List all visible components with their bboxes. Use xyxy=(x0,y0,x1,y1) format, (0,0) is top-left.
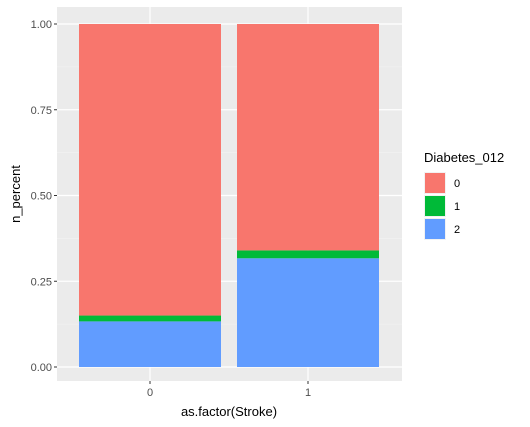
bar-segment-cat0-series0 xyxy=(79,24,221,316)
x-tick-label: 0 xyxy=(147,387,153,399)
legend: Diabetes_012 0 1 2 xyxy=(424,150,504,240)
y-axis: 0.00 0.25 0.50 0.75 1.00 xyxy=(31,19,57,374)
legend-label-0: 0 xyxy=(454,178,460,190)
bars xyxy=(79,24,379,367)
y-tick-label: 0.75 xyxy=(31,105,52,117)
bar-segment-cat0-series1 xyxy=(79,315,221,322)
legend-title: Diabetes_012 xyxy=(424,150,504,165)
legend-swatch-1 xyxy=(425,196,445,216)
bar-segment-cat1-series2 xyxy=(237,258,379,367)
x-axis-title: as.factor(Stroke) xyxy=(181,404,277,419)
bar-segment-cat0-series2 xyxy=(79,321,221,367)
bar-segment-cat1-series0 xyxy=(237,24,379,251)
legend-swatch-2 xyxy=(425,219,445,239)
legend-label-2: 2 xyxy=(454,224,460,236)
x-tick-label: 1 xyxy=(305,387,311,399)
legend-swatch-0 xyxy=(425,173,445,193)
y-tick-label: 1.00 xyxy=(31,19,52,31)
y-tick-label: 0.50 xyxy=(31,191,52,203)
legend-label-1: 1 xyxy=(454,201,460,213)
bar-segment-cat1-series1 xyxy=(237,250,379,259)
y-tick-label: 0.00 xyxy=(31,362,52,374)
y-tick-label: 0.25 xyxy=(31,276,52,288)
y-axis-title: n_percent xyxy=(8,165,23,223)
